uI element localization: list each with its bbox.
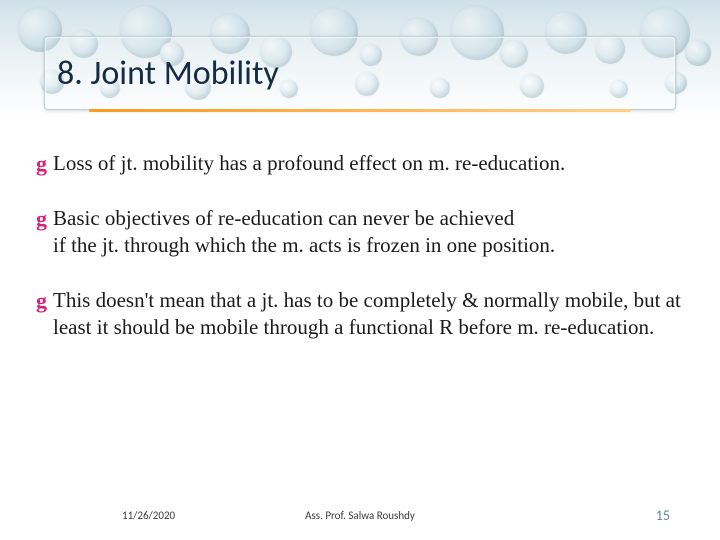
bullet-glyph-icon: g <box>36 207 47 231</box>
bullet-item: gThis doesn't mean that a jt. has to be … <box>36 287 684 341</box>
bullet-text: Loss of jt. mobility has a profound effe… <box>53 150 565 177</box>
bullet-item: gLoss of jt. mobility has a profound eff… <box>36 150 684 177</box>
bullet-glyph-icon: g <box>36 289 47 313</box>
bullet-text: This doesn't mean that a jt. has to be c… <box>53 287 684 341</box>
bullet-glyph-icon: g <box>36 152 47 176</box>
title-box: 8. Joint Mobility <box>44 36 676 110</box>
footer: 11/26/2020 Ass. Prof. Salwa Roushdy 15 <box>0 504 720 526</box>
slide-title: 8. Joint Mobility <box>57 53 279 94</box>
slide: 8. Joint Mobility gLoss of jt. mobility … <box>0 0 720 540</box>
bullet-item: gBasic objectives of re-education can ne… <box>36 205 684 259</box>
bubble <box>685 40 711 66</box>
content-area: gLoss of jt. mobility has a profound eff… <box>36 150 684 480</box>
footer-author: Ass. Prof. Salwa Roushdy <box>305 509 415 522</box>
bullet-text: Basic objectives of re-education can nev… <box>53 205 555 259</box>
footer-page-number: 15 <box>656 507 670 524</box>
title-underline <box>89 109 631 112</box>
footer-date: 11/26/2020 <box>122 509 175 522</box>
